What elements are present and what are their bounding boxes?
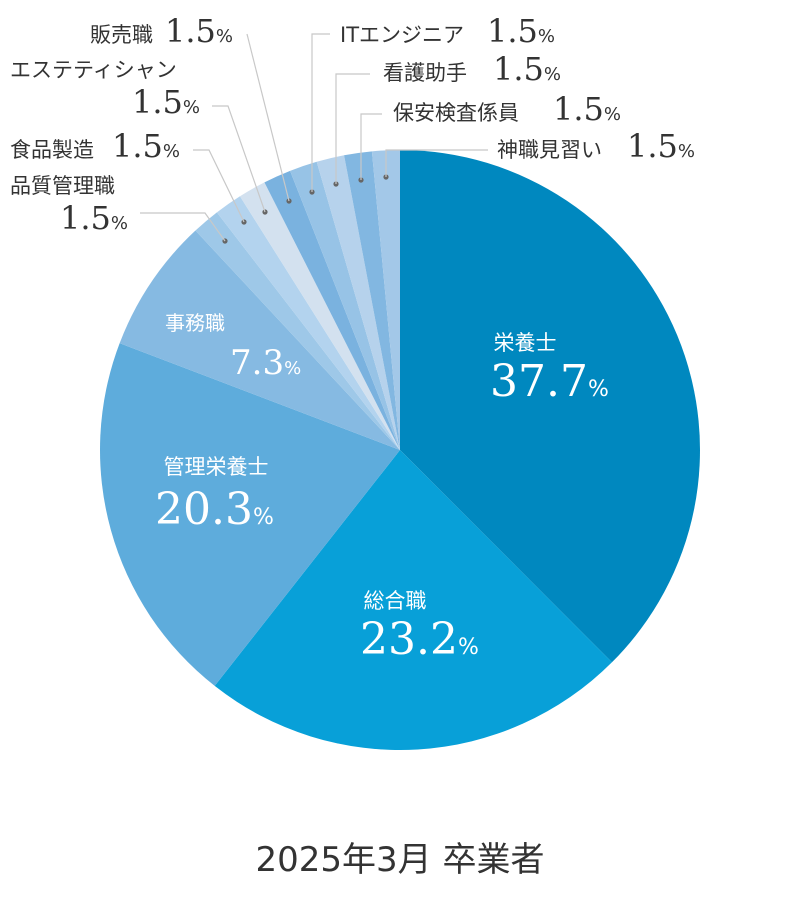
pie-slice [264,170,400,450]
pie-slice [195,212,400,450]
leader-line [311,33,330,192]
slice-value-label: 1.5% [627,127,695,165]
slice-label: エステティシャン [10,58,177,82]
leader-line [385,149,488,177]
pie-slice [371,150,400,450]
pie-slice [344,151,400,450]
slice-value-label: 1.5% [60,199,128,237]
slice-label: ITエンジニア [340,23,464,47]
slice-label: 管理栄養士 [164,455,269,479]
pie-slice [290,161,400,451]
pie-slice [400,150,701,663]
pie-slice [216,196,400,450]
slice-value-label: 7.3% [230,343,301,383]
slice-label: 看護助手 [383,61,467,85]
pie-slice [214,450,612,750]
slice-value-label: 23.2% [360,614,479,665]
slice-value-label: 1.5% [112,127,180,165]
slice-label: 総合職 [364,589,427,613]
pie-slice [119,230,400,450]
slice-label: 保安検査係員 [393,101,519,125]
slice-value-label: 20.3% [155,484,274,535]
slice-value-label: 1.5% [493,50,561,88]
leader-line [193,149,245,223]
leader-line [246,33,290,202]
slice-value-label: 1.5% [132,83,200,121]
slice-label: 事務職 [165,311,225,335]
pie-slice [239,182,400,451]
leader-line [140,212,226,242]
slice-value-label: 37.7% [490,356,609,407]
slice-value-label: 1.5% [487,12,555,50]
leader-line [360,113,382,180]
slice-label: 神職見習い [497,138,602,162]
slice-value-label: 1.5% [553,90,621,128]
slice-label: 栄養士 [494,331,557,355]
slice-label: 品質管理職 [10,174,115,198]
slice-label: 食品製造 [10,138,94,162]
pie-slice [99,343,400,686]
slice-label: 販売職 [90,23,153,47]
leader-line [212,105,266,213]
slice-value-label: 1.5% [165,12,233,50]
pie-slice [316,155,400,450]
leader-line [335,73,370,184]
chart-caption: 2025年3月 卒業者 [255,840,545,880]
